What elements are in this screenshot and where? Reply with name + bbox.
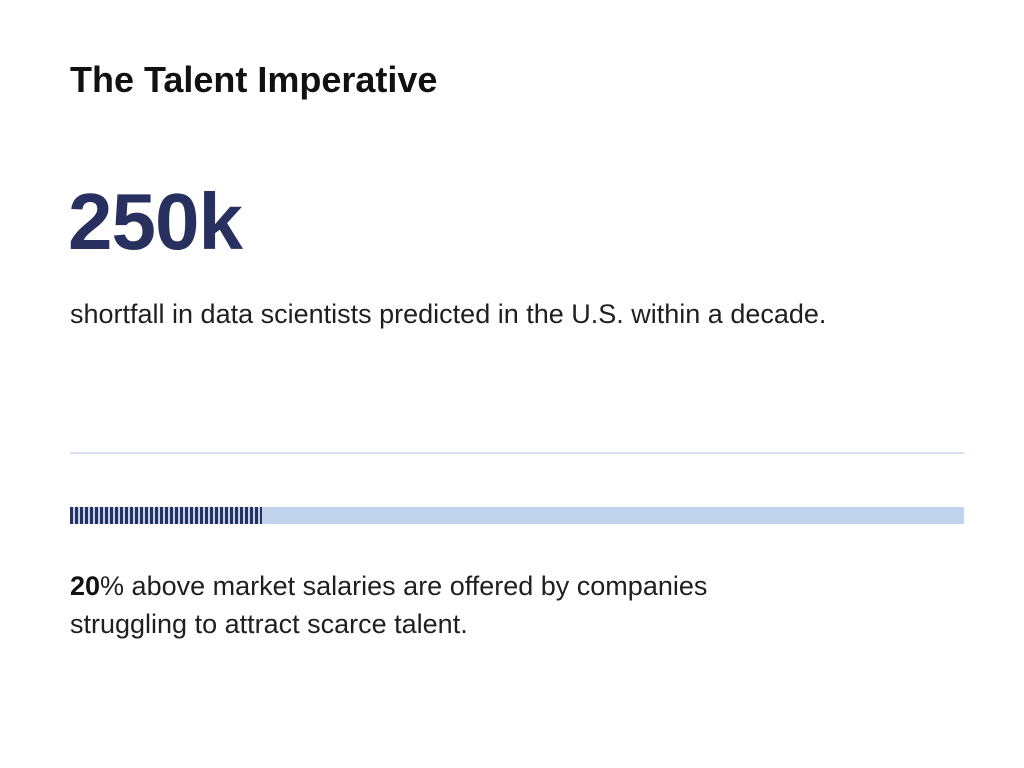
stat-progress-fill bbox=[70, 507, 263, 524]
stat-progress-bar bbox=[70, 507, 964, 524]
primary-stat-value: 250k bbox=[68, 177, 243, 266]
secondary-stat-text: % above market salaries are offered by c… bbox=[70, 571, 708, 639]
primary-stat-caption: shortfall in data scientists predicted i… bbox=[70, 299, 827, 329]
secondary-stat: 20% above market salaries are offered by… bbox=[70, 567, 830, 643]
section-divider bbox=[70, 452, 964, 454]
slide-title: The Talent Imperative bbox=[70, 59, 438, 100]
secondary-stat-value: 20 bbox=[70, 571, 101, 601]
